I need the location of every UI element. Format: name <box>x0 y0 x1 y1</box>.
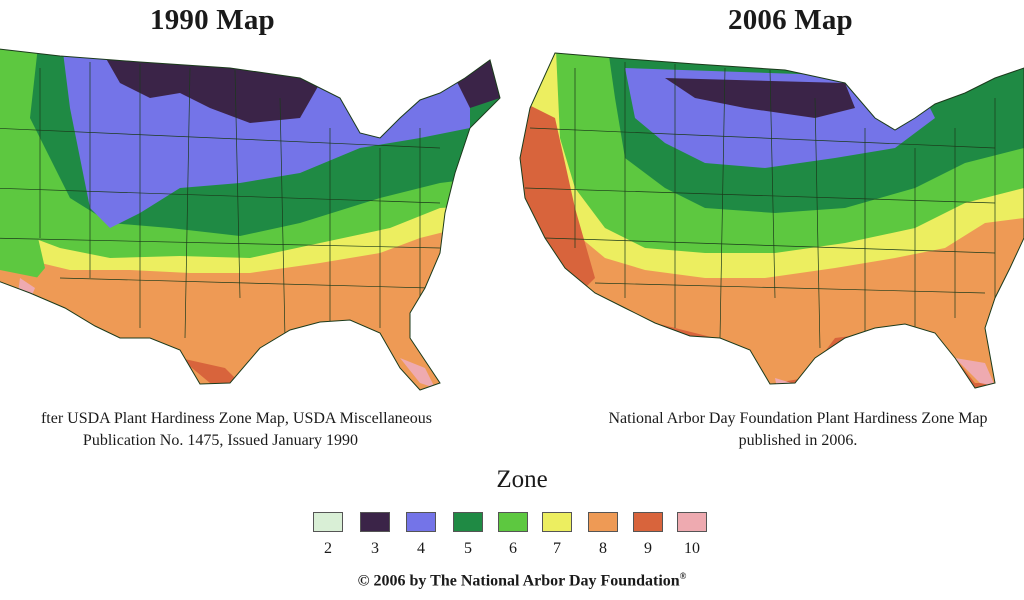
legend-swatch-zone-7 <box>542 512 572 532</box>
registered-mark: ® <box>679 571 687 581</box>
legend-swatch-zone-8 <box>588 512 618 532</box>
legend-label-zone-3: 3 <box>371 540 379 557</box>
legend-swatch-zone-2 <box>313 512 343 532</box>
legend-label-zone-4: 4 <box>417 540 425 557</box>
legend-label-zone-6: 6 <box>509 540 517 557</box>
legend-label-zone-7: 7 <box>553 540 561 557</box>
copyright-notice: © 2006 by The National Arbor Day Foundat… <box>0 571 1024 590</box>
map-title-2006: 2006 Map <box>728 4 853 36</box>
hardiness-map-2006 <box>519 52 1024 389</box>
legend-label-zone-8: 8 <box>599 540 607 557</box>
legend-swatch-zone-6 <box>498 512 528 532</box>
caption-1990-line2: Publication No. 1475, Issued January 199… <box>82 432 358 449</box>
hardiness-map-1990 <box>0 48 501 391</box>
legend-label-zone-5: 5 <box>464 540 472 557</box>
legend-label-zone-9: 9 <box>644 540 652 557</box>
copyright-text: © 2006 by The National Arbor Day Foundat… <box>357 572 680 590</box>
caption-2006: National Arbor Day Foundation Plant Hard… <box>572 408 1024 452</box>
legend-swatch-zone-10 <box>677 512 707 532</box>
legend-swatch-zone-9 <box>633 512 663 532</box>
caption-1990: fter USDA Plant Hardiness Zone Map, USDA… <box>0 408 432 452</box>
map-title-1990: 1990 Map <box>150 4 275 36</box>
caption-2006-line1: National Arbor Day Foundation Plant Hard… <box>608 410 988 427</box>
legend-label-zone-10: 10 <box>684 540 700 557</box>
legend-swatch-zone-5 <box>453 512 483 532</box>
caption-1990-line1: fter USDA Plant Hardiness Zone Map, USDA… <box>40 410 432 427</box>
legend-swatch-zone-3 <box>360 512 390 532</box>
caption-2006-line2: published in 2006. <box>738 432 858 449</box>
legend-label-zone-2: 2 <box>324 540 332 557</box>
legend-heading: Zone <box>496 466 548 493</box>
legend-swatch-zone-4 <box>406 512 436 532</box>
